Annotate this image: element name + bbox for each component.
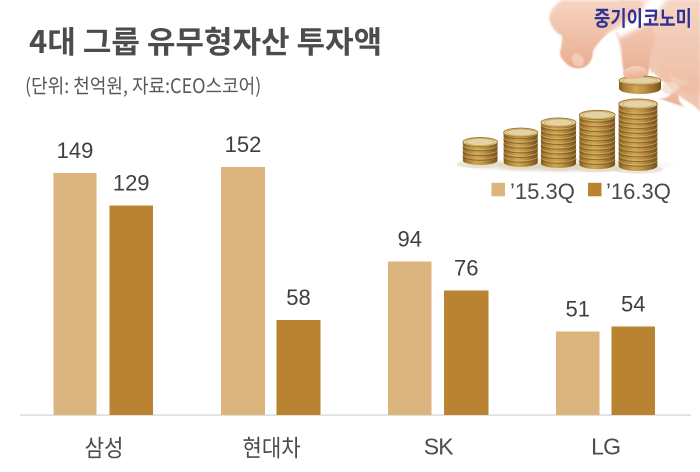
svg-text:152: 152 [225, 132, 262, 157]
svg-text:149: 149 [57, 138, 94, 163]
svg-text:’16.3Q: ’16.3Q [606, 179, 671, 204]
svg-text:SK: SK [424, 433, 455, 459]
svg-text:LG: LG [591, 433, 620, 459]
svg-text:76: 76 [454, 256, 478, 281]
svg-text:’15.3Q: ’15.3Q [510, 179, 575, 204]
svg-text:54: 54 [621, 292, 645, 317]
svg-text:94: 94 [398, 227, 422, 252]
svg-text:51: 51 [566, 297, 590, 322]
svg-text:129: 129 [113, 171, 150, 196]
svg-text:58: 58 [286, 285, 310, 310]
